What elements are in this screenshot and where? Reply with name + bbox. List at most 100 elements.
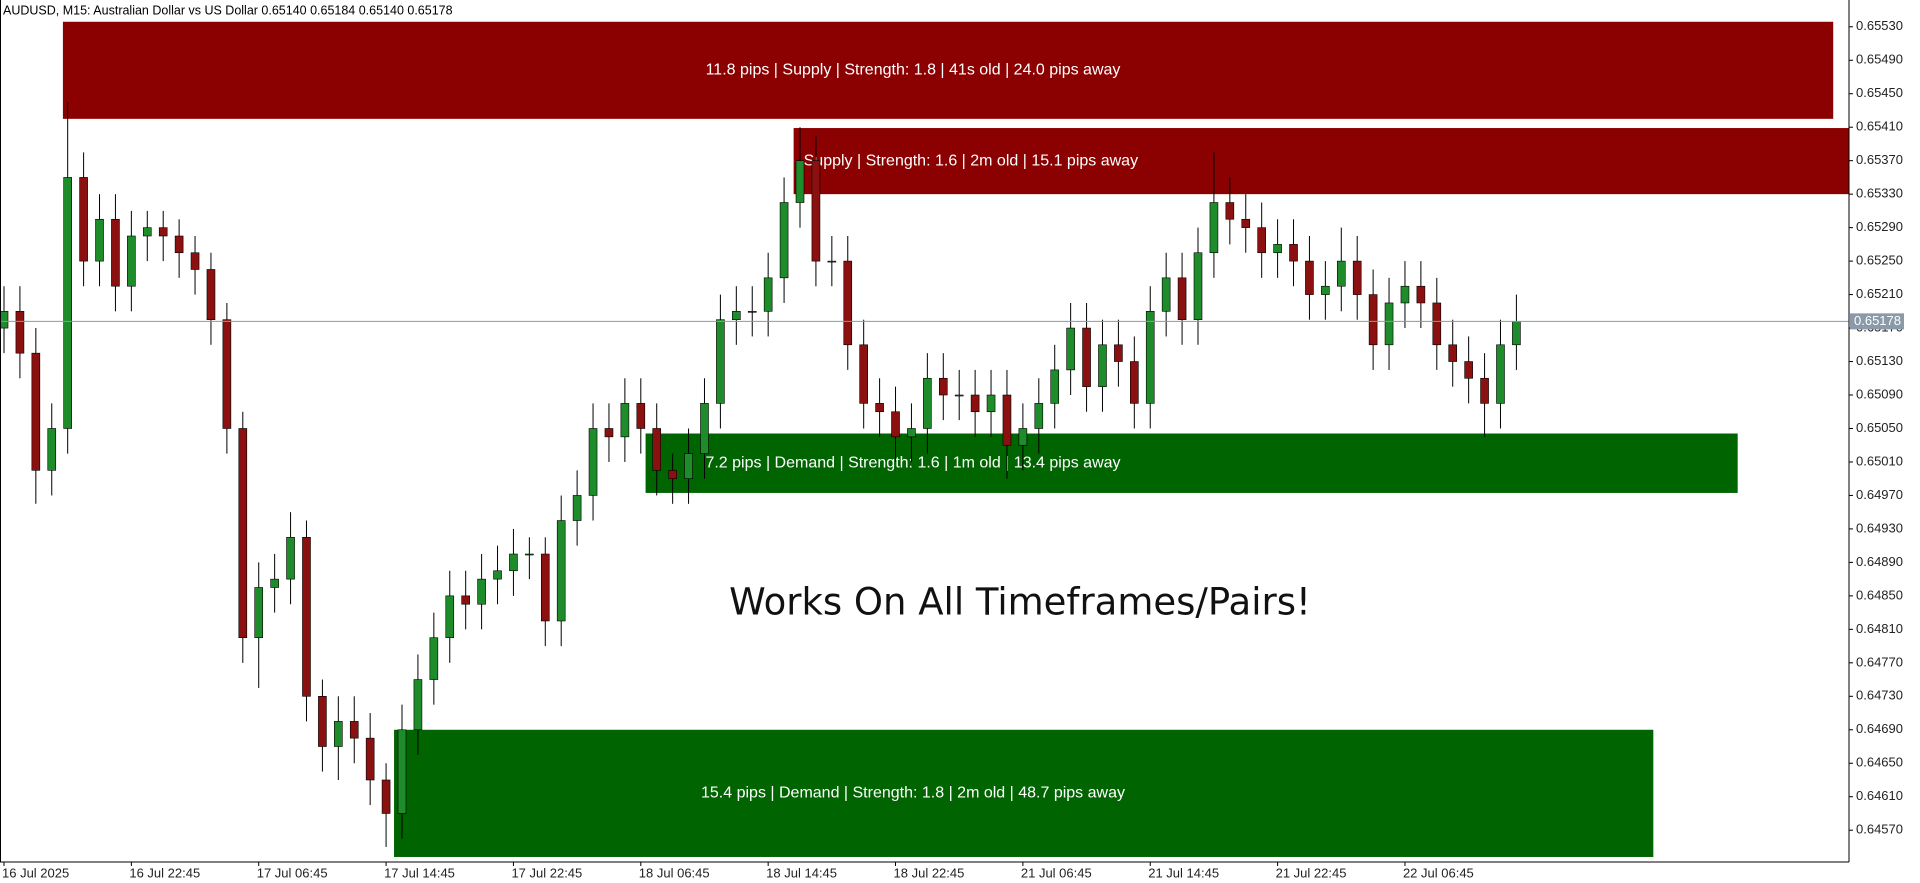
candle-body [1384, 302, 1394, 346]
zone [793, 128, 1849, 195]
candle-body [716, 319, 725, 404]
candle-body [509, 553, 518, 572]
chart-title: AUDUSD, M15: Australian Dollar vs US Dol… [3, 3, 453, 17]
candle-body [1289, 244, 1298, 262]
candle-body [286, 536, 295, 580]
candle-body [111, 218, 120, 287]
x-tick-label: 17 Jul 22:45 [511, 865, 582, 880]
candle-body [95, 218, 104, 262]
candle-body [1098, 344, 1107, 387]
candle-body [572, 495, 582, 521]
y-tick-label: 0.65370 [1856, 152, 1903, 167]
candle-body [381, 779, 391, 814]
candle-body [779, 202, 789, 279]
candle-body [668, 470, 677, 480]
candle-body [302, 536, 311, 697]
candle-body [238, 428, 248, 639]
y-tick-label: 0.65450 [1856, 85, 1903, 100]
y-tick-label: 0.65530 [1856, 18, 1903, 33]
candle-body [636, 403, 646, 429]
candle-body [938, 377, 948, 396]
x-tick-label: 16 Jul 2025 [2, 865, 69, 880]
candle-body [1130, 361, 1139, 404]
candle-body [1257, 227, 1266, 254]
candle-body [254, 587, 264, 639]
candle-body [1305, 260, 1314, 295]
candle-body [1193, 252, 1203, 320]
candle-body [795, 160, 805, 203]
candle-body [318, 695, 327, 747]
zone [645, 433, 1738, 493]
candle-body [747, 311, 757, 313]
candle-body [1241, 218, 1251, 228]
candle-body [1464, 361, 1473, 379]
y-tick-label: 0.64810 [1856, 621, 1903, 636]
y-tick-label: 0.64770 [1856, 654, 1903, 669]
candle-body [1432, 302, 1442, 346]
candle-body [684, 453, 693, 480]
candle-body [604, 428, 614, 438]
candle-body [31, 352, 41, 471]
x-tick-label: 21 Jul 06:45 [1021, 865, 1092, 880]
candle-body [986, 394, 996, 413]
candle-body [1114, 344, 1123, 362]
candle-body [811, 160, 821, 262]
y-tick-label: 0.65010 [1856, 453, 1903, 468]
candle-body [1321, 285, 1330, 295]
candle-body [891, 411, 900, 438]
candle-body [127, 235, 136, 287]
candle-body [334, 721, 343, 747]
zone [62, 21, 1834, 119]
candle-body [174, 235, 184, 254]
candle-body [349, 721, 359, 739]
candle-body [413, 679, 423, 731]
y-tick-label: 0.64690 [1856, 721, 1903, 736]
candle-body [365, 737, 375, 781]
candle-body [843, 260, 853, 346]
candle-body [1209, 202, 1219, 254]
candle-body [1161, 277, 1171, 312]
candle-body [620, 403, 630, 438]
candle-body [923, 377, 932, 429]
candle-body [525, 553, 534, 556]
candle-body [429, 637, 439, 680]
candle-body [859, 344, 868, 404]
candle-body [47, 428, 57, 471]
current-price-box [1850, 313, 1904, 330]
y-tick-label: 0.64890 [1856, 554, 1903, 569]
annotation: Works On All Timeframes/Pairs! [729, 581, 1311, 624]
x-tick-label: 21 Jul 22:45 [1276, 865, 1347, 880]
x-tick-label: 17 Jul 14:45 [384, 865, 455, 880]
candle-body [0, 311, 9, 329]
candle-body [700, 403, 709, 454]
candle-body [970, 394, 980, 413]
x-tick-label: 21 Jul 14:45 [1148, 865, 1219, 880]
candle-body [15, 311, 25, 354]
zone-label: Supply | Strength: 1.6 | 2m old | 15.1 p… [804, 152, 1138, 169]
y-tick-label: 0.65210 [1856, 286, 1903, 301]
candle-body [206, 269, 216, 320]
candle-body [556, 520, 566, 622]
y-tick-label: 0.65050 [1856, 420, 1903, 435]
zone [394, 729, 1654, 857]
candle-body [588, 428, 598, 496]
y-tick-label: 0.64970 [1856, 487, 1903, 502]
x-tick-label: 22 Jul 06:45 [1403, 865, 1474, 880]
zone-label: 15.4 pips | Demand | Strength: 1.8 | 2m … [701, 785, 1125, 802]
y-tick-label: 0.65290 [1856, 219, 1903, 234]
candle-body [1018, 428, 1028, 446]
candle-body [652, 428, 662, 471]
candle-body [540, 553, 550, 622]
candle-body [493, 570, 502, 580]
candle-body [270, 578, 279, 588]
candles [0, 102, 1521, 847]
y-tick-label: 0.64730 [1856, 688, 1903, 703]
y-tick-label: 0.65130 [1856, 353, 1903, 368]
x-tick-label: 18 Jul 14:45 [766, 865, 837, 880]
candle-body [1512, 321, 1521, 346]
candle-body [63, 177, 72, 429]
y-tick-label: 0.64930 [1856, 520, 1903, 535]
y-tick-label: 0.64650 [1856, 755, 1903, 770]
